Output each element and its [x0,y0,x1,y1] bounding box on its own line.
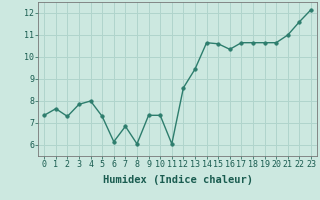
X-axis label: Humidex (Indice chaleur): Humidex (Indice chaleur) [103,175,252,185]
